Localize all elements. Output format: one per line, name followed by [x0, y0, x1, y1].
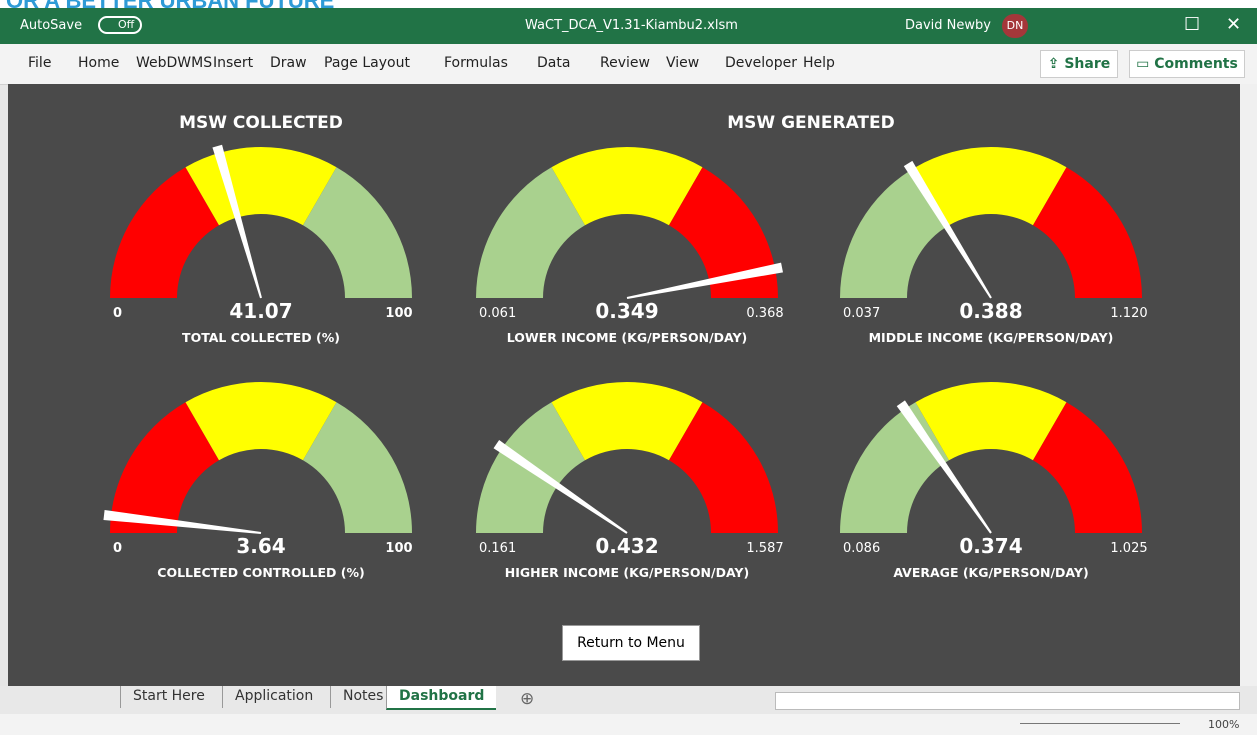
gauge-label: COLLECTED CONTROLLED (%)	[157, 565, 364, 580]
ribbon-tab[interactable]: Home	[78, 55, 120, 71]
gauge-value: 3.64	[236, 534, 285, 558]
gauge-band	[110, 167, 219, 298]
section-title: MSW COLLECTED	[179, 113, 343, 133]
comments-label: Comments	[1154, 56, 1238, 72]
gauge-band	[303, 402, 412, 533]
ribbon-tab[interactable]: WebDWMS	[136, 55, 213, 71]
gauge-band	[1033, 167, 1142, 298]
status-bar: 100%	[0, 714, 1257, 735]
sheet-tab[interactable]: Start Here	[120, 686, 217, 708]
ribbon-tab[interactable]: Developer	[725, 55, 798, 71]
gauge-min: 0	[113, 541, 122, 556]
banner: OR A BETTER URBAN FUTURE	[0, 0, 1257, 8]
autosave: AutoSave	[20, 18, 83, 33]
gauge-band	[915, 382, 1067, 461]
gauge-needle	[493, 440, 628, 534]
sheet-tab[interactable]: Notes	[330, 686, 395, 708]
gauge-max: 1.025	[1110, 541, 1147, 556]
gauge-band	[840, 167, 949, 298]
gauge-needle	[103, 510, 262, 534]
section-title: MSW GENERATED	[727, 113, 895, 133]
gauge-min: 0	[113, 306, 122, 321]
ribbon-tab[interactable]: Insert	[213, 55, 254, 71]
gauge-needle	[626, 262, 783, 299]
ribbon: File Home WebDWMS Insert Draw Page Layout Form…	[0, 44, 1257, 85]
ribbon-tab[interactable]: Help	[803, 55, 835, 71]
ribbon-tab[interactable]: Review	[600, 55, 650, 71]
autosave-toggle[interactable]: Off	[98, 16, 143, 34]
gauges: MSW COLLECTED MSW GENERATED 0 100 41.07 TOTAL…	[103, 113, 1148, 580]
gauge-min: 0.061	[479, 306, 516, 321]
gauge-min: 0.086	[843, 541, 880, 556]
gauge-max: 100	[385, 541, 412, 556]
gauge-value: 0.432	[595, 534, 658, 558]
add-sheet[interactable]: ⊕	[520, 689, 535, 709]
share-button[interactable]: ⇪ Share	[1040, 50, 1118, 78]
gauge-label: TOTAL COLLECTED (%)	[182, 330, 340, 345]
gauge-label: AVERAGE (KG/PERSON/DAY)	[893, 565, 1088, 580]
dashboard: MSW COLLECTED MSW GENERATED 0 100 41.07 TOTAL…	[8, 84, 1240, 686]
gauge-value: 0.349	[595, 299, 658, 323]
sheet-tab[interactable]: Application	[222, 686, 325, 708]
maximize[interactable]: ☐	[1184, 14, 1201, 35]
vertical-scrollbar[interactable]	[1240, 84, 1257, 686]
filename: WaCT_DCA_V1.31-Kiambu2.xlsm	[525, 18, 738, 33]
gauge-value: 41.07	[229, 299, 292, 323]
gauge-band	[551, 382, 703, 461]
user-name: David Newby	[905, 18, 991, 33]
ribbon-tab[interactable]: File	[28, 55, 52, 71]
gauge-band	[110, 402, 219, 533]
gauge-max: 1.120	[1110, 306, 1147, 321]
ribbon-tab[interactable]: Formulas	[444, 55, 508, 71]
gauge-band	[669, 167, 778, 298]
gauge-band	[303, 167, 412, 298]
comments-button[interactable]: ▭ Comments	[1129, 50, 1245, 78]
ribbon-tab[interactable]: View	[666, 55, 700, 71]
gauge-max: 0.368	[746, 306, 783, 321]
sheet-tabs: ⊕ Start Here Application Notes Dashboard	[0, 686, 1257, 714]
gauge-needle	[903, 160, 992, 299]
ribbon-tab[interactable]: Page Layout	[324, 55, 410, 71]
gauge-needle	[212, 144, 262, 299]
gauge-max: 1.587	[746, 541, 783, 556]
gauge-value: 0.374	[959, 534, 1022, 558]
gauge-label: MIDDLE INCOME (KG/PERSON/DAY)	[869, 330, 1114, 345]
gauge-band	[669, 402, 778, 533]
user-avatar[interactable]: DN	[1002, 14, 1028, 38]
ribbon-tab[interactable]: Draw	[270, 55, 307, 71]
return-button[interactable]: Return to Menu	[562, 625, 700, 661]
title-bar: AutoSave Off WaCT_DCA_V1.31-Kiambu2.xlsm…	[0, 8, 1257, 44]
gauge-band	[551, 147, 703, 226]
gauge-band	[185, 382, 337, 461]
gauge-band	[1033, 402, 1142, 533]
gauge-band	[476, 167, 585, 298]
close[interactable]: ✕	[1226, 14, 1242, 35]
zoom-level: 100%	[1208, 718, 1240, 731]
gauge-label: LOWER INCOME (KG/PERSON/DAY)	[507, 330, 748, 345]
gauge-min: 0.161	[479, 541, 516, 556]
gauge-band	[915, 146, 1067, 226]
zoom-slider[interactable]	[1020, 723, 1180, 724]
horizontal-scrollbar[interactable]	[775, 692, 1240, 710]
share-label: Share	[1064, 56, 1111, 72]
ribbon-tab[interactable]: Data	[537, 55, 571, 71]
gauge-label: HIGHER INCOME (KG/PERSON/DAY)	[505, 565, 749, 580]
gauge-max: 100	[385, 306, 412, 321]
gauge-min: 0.037	[843, 306, 880, 321]
gauge-value: 0.388	[959, 299, 1022, 323]
gauge-needle	[896, 400, 992, 534]
sheet-tab[interactable]: Dashboard	[386, 686, 497, 710]
